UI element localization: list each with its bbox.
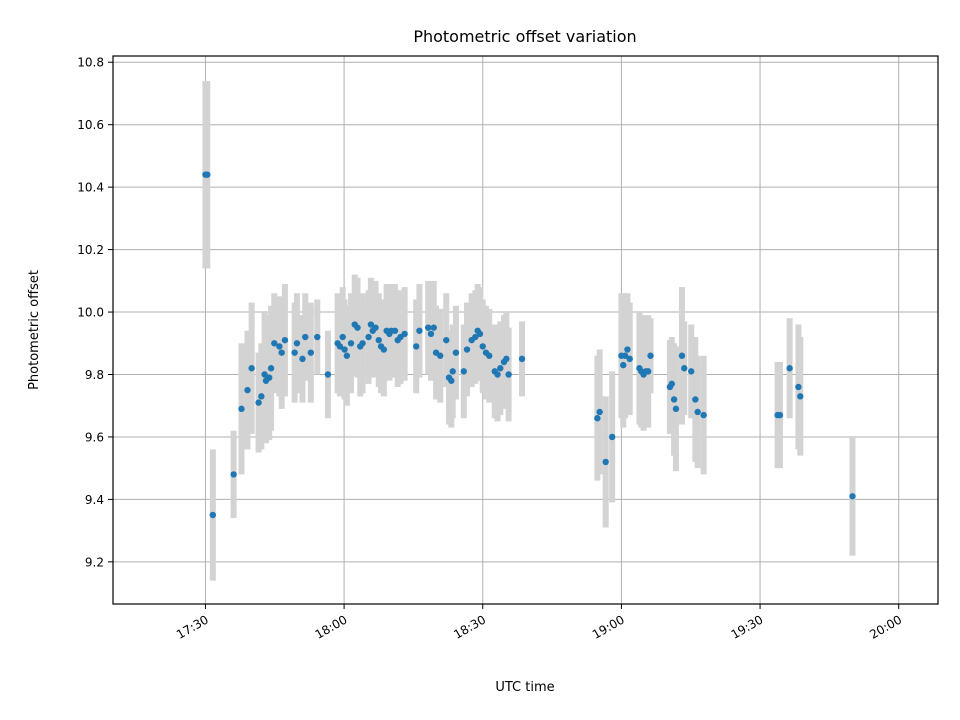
data-points (202, 171, 856, 519)
data-point (452, 349, 460, 356)
data-point (367, 321, 375, 328)
data-point (626, 355, 633, 363)
data-point (281, 336, 289, 344)
data-point (602, 458, 609, 466)
data-point (427, 330, 435, 338)
data-point (372, 324, 379, 331)
data-point (307, 349, 315, 356)
data-point (621, 352, 629, 359)
data-point (437, 352, 444, 359)
data-point (795, 383, 802, 391)
data-point (359, 340, 366, 347)
data-point (430, 324, 437, 331)
data-point (786, 365, 793, 372)
plot-frame (112, 55, 939, 605)
data-point (336, 343, 344, 350)
y-tick-label: 10.0 (77, 306, 104, 320)
data-point (460, 368, 467, 375)
data-point (443, 336, 450, 344)
data-point (278, 349, 285, 356)
y-tick-label: 10.2 (77, 243, 104, 257)
data-point (230, 471, 237, 478)
data-point (687, 368, 695, 375)
data-point (209, 511, 217, 519)
y-tick-label: 9.4 (85, 493, 104, 507)
data-point (678, 352, 686, 359)
data-point (365, 333, 372, 341)
data-point (341, 346, 348, 353)
data-point (503, 355, 510, 363)
data-point (505, 371, 512, 378)
data-point (647, 352, 654, 359)
data-point (692, 396, 699, 403)
data-point (448, 377, 455, 384)
data-point (479, 343, 486, 350)
y-tick-label: 9.2 (85, 555, 104, 569)
data-point (672, 405, 680, 413)
data-point (380, 346, 388, 353)
data-point (299, 355, 306, 363)
data-point (248, 365, 255, 372)
data-point (797, 393, 804, 400)
data-point (596, 408, 603, 416)
data-point (620, 361, 627, 369)
data-point (324, 371, 332, 378)
data-point (594, 415, 601, 422)
data-point (271, 340, 278, 347)
y-tick-label: 9.8 (85, 368, 104, 382)
data-point (401, 330, 408, 338)
data-point (849, 493, 856, 500)
data-point (486, 352, 493, 359)
data-point (343, 352, 351, 359)
data-point (681, 365, 688, 372)
data-point (425, 324, 432, 331)
data-point (314, 333, 321, 341)
data-point (375, 336, 382, 344)
data-point (694, 408, 701, 416)
data-point (670, 396, 678, 403)
data-point (494, 371, 501, 378)
data-point (354, 324, 361, 331)
data-point (391, 327, 399, 334)
y-tick-label: 10.6 (77, 118, 104, 132)
data-point (472, 333, 479, 341)
data-point (476, 330, 484, 338)
data-point (416, 327, 423, 334)
data-point (776, 411, 784, 419)
data-point (449, 368, 456, 375)
data-point (700, 411, 707, 419)
data-point (261, 371, 268, 378)
data-point (497, 365, 504, 372)
data-point (244, 386, 251, 394)
data-point (518, 355, 526, 363)
y-axis-label: Photometric offset (27, 270, 42, 390)
y-tick-label: 10.4 (77, 181, 104, 195)
x-axis-label: UTC time (495, 680, 554, 695)
data-point (238, 405, 245, 413)
data-point (412, 343, 420, 350)
data-point (624, 346, 631, 353)
y-tick-label: 10.8 (77, 56, 104, 70)
data-point (668, 380, 675, 388)
data-point (276, 343, 283, 350)
data-point (645, 368, 652, 375)
data-point (339, 333, 346, 341)
data-point (463, 346, 471, 353)
y-axis-ticks: 9.2 9.4 9.6 9.8 10.0 10.2 10.4 10.6 10.8 (77, 56, 113, 569)
data-point (267, 365, 275, 372)
data-point (291, 349, 298, 356)
y-tick-label: 9.6 (85, 430, 104, 444)
data-point (347, 340, 355, 347)
data-point (608, 433, 616, 441)
data-point (255, 399, 262, 406)
data-point (258, 393, 265, 400)
data-point (204, 171, 211, 178)
data-point (302, 333, 309, 341)
data-point (266, 374, 273, 381)
data-point (293, 340, 301, 347)
chart-title: Photometric offset variation (413, 27, 636, 46)
